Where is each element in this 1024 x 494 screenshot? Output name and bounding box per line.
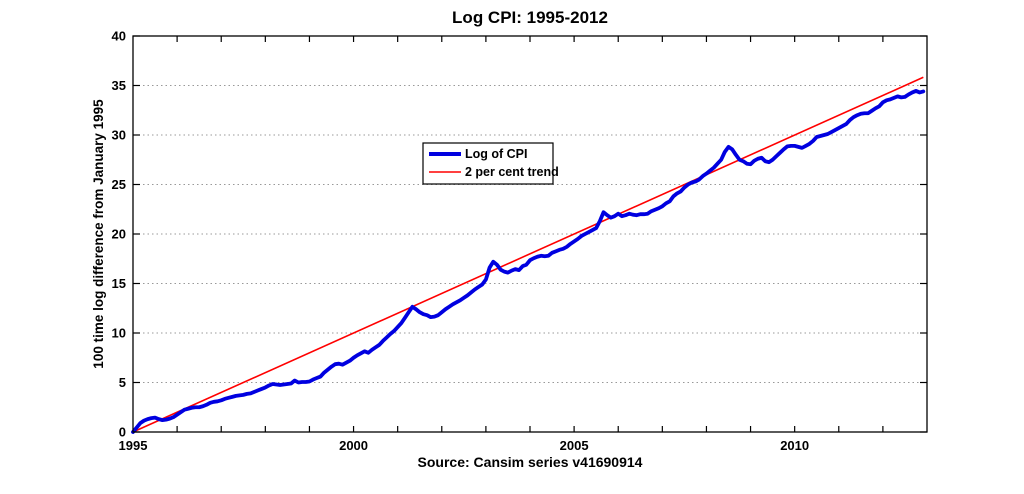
- legend: Log of CPI 2 per cent trend: [422, 142, 559, 185]
- trend-line-series: [132, 76, 924, 433]
- y-tick-label-5: 5: [119, 375, 126, 390]
- legend-box: [422, 142, 554, 185]
- chart-title: Log CPI: 1995-2012: [452, 8, 608, 27]
- series-layer: [131, 76, 926, 434]
- y-tick-label-15: 15: [112, 276, 126, 291]
- y-tick-label-30: 30: [112, 128, 126, 143]
- y-tick-label-0: 0: [119, 425, 126, 440]
- legend-label-log-cpi: Log of CPI: [465, 147, 528, 161]
- y-tick-label-10: 10: [112, 326, 126, 341]
- x-axis-label-source-caption: Source: Cansim series v41690914: [418, 454, 643, 470]
- y-axis-label: 100 time log difference from January 199…: [91, 99, 106, 369]
- y-tick-label-25: 25: [112, 177, 126, 192]
- x-tick-label-2010: 2010: [780, 438, 809, 453]
- x-tick-label-1995: 1995: [119, 438, 148, 453]
- tick-labels-layer: 0 5 10 15 20 25 30 35 40 1995 2000 2005 2010: [112, 29, 810, 454]
- legend-label-trend: 2 per cent trend: [465, 165, 559, 179]
- x-tick-label-2005: 2005: [560, 438, 589, 453]
- x-tick-label-2000: 2000: [339, 438, 368, 453]
- log-cpi-series: [131, 89, 926, 434]
- y-tick-label-20: 20: [112, 227, 126, 242]
- plot-border-box: [132, 35, 928, 433]
- y-tick-label-35: 35: [112, 78, 126, 93]
- y-tick-label-40: 40: [112, 29, 126, 44]
